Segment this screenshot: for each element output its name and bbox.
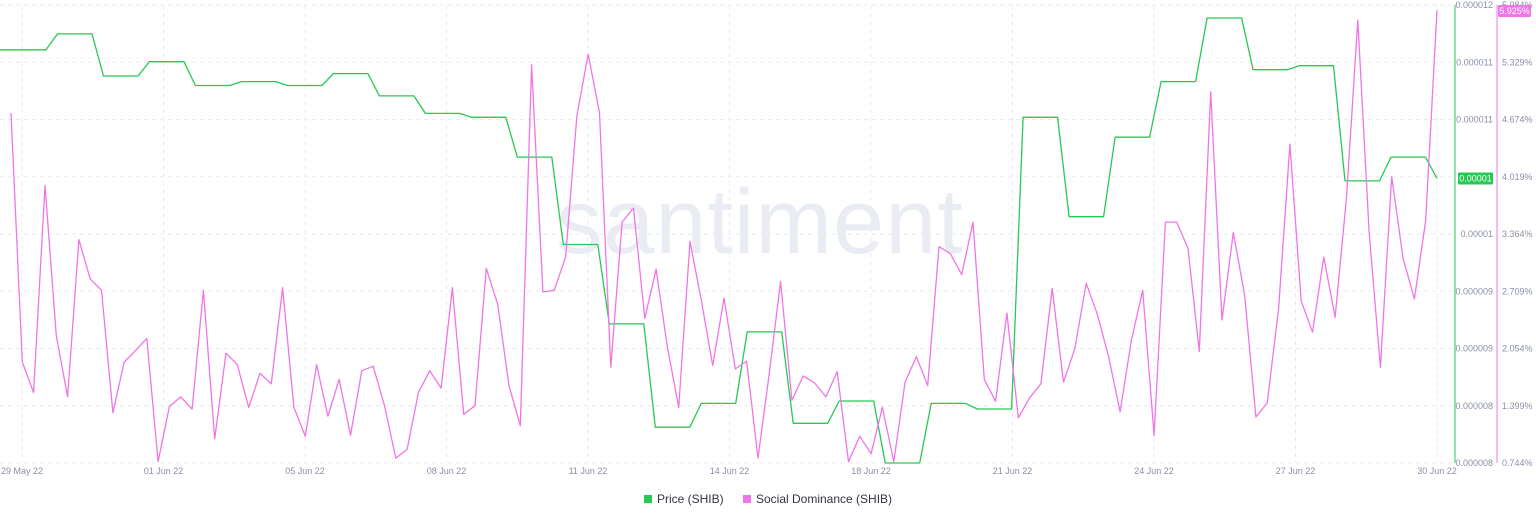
social-axis-tick: 4.674%: [1502, 115, 1533, 125]
social-swatch: [742, 495, 751, 503]
price-series-line: [0, 17, 1438, 464]
x-tick-label: 18 Jun 22: [851, 466, 891, 476]
price-axis-tick: 0.000011: [1456, 115, 1493, 125]
x-tick-label: 29 May 22: [1, 466, 43, 476]
x-tick-label: 11 Jun 22: [569, 466, 608, 476]
current-value-labels: 0.00001 5.925%: [1458, 5, 1531, 185]
x-tick-label: 14 Jun 22: [710, 466, 750, 476]
social-axis-tick: 1.399%: [1502, 401, 1533, 411]
price-axis-tick: 0.000009: [1455, 286, 1493, 296]
price-axis-tick: 0.000008: [1455, 401, 1493, 411]
price-axis-tick: 0.000008: [1455, 458, 1493, 468]
price-axis: 0.000012 0.000011 0.000011 0.00001 0.00001 0.…: [1454, 0, 1493, 468]
social-axis: 5.984%5.329%4.674%4.019%3.364%2.709%2.05…: [1496, 0, 1533, 468]
price-axis-tick: 0.000009: [1455, 344, 1493, 354]
legend: Price (SHIB) Social Dominance (SHIB): [0, 492, 1536, 506]
x-tick-label: 21 Jun 22: [993, 466, 1033, 476]
price-swatch: [643, 495, 652, 503]
legend-label-social: Social Dominance (SHIB): [755, 492, 893, 506]
x-axis-ticks: 29 May 22 01 Jun 22 05 Jun 22 08 Jun 22 11 J…: [1, 466, 1457, 476]
x-tick-label: 01 Jun 22: [144, 466, 184, 476]
x-tick-label: 08 Jun 22: [427, 466, 467, 476]
social-axis-tick: 4.019%: [1502, 172, 1533, 182]
social-axis-tick: 2.709%: [1502, 286, 1533, 296]
price-axis-tick: 0.000012: [1455, 0, 1493, 10]
legend-item-social-dominance[interactable]: Social Dominance (SHIB): [742, 492, 893, 506]
series-lines: [0, 10, 1438, 464]
price-current-label: 0.00001: [1459, 174, 1492, 184]
grid: [0, 4, 1455, 464]
social-axis-tick: 0.744%: [1502, 458, 1533, 468]
x-tick-label: 05 Jun 22: [285, 466, 325, 476]
social-axis-tick: 5.329%: [1502, 57, 1533, 67]
price-axis-tick: 0.00001: [1460, 229, 1493, 239]
watermark: santiment: [556, 171, 964, 273]
price-current-badge: [1458, 172, 1493, 185]
social-axis-tick: 2.054%: [1502, 344, 1533, 354]
x-tick-label: 24 Jun 22: [1134, 466, 1174, 476]
social-current-badge: [1498, 5, 1531, 17]
social-axis-tick: 3.364%: [1502, 229, 1533, 239]
social-current-label: 5.925%: [1499, 6, 1530, 16]
price-axis-tick: 0.000011: [1456, 57, 1493, 67]
legend-item-price[interactable]: Price (SHIB): [643, 492, 724, 506]
x-tick-label: 27 Jun 22: [1276, 466, 1316, 476]
social-dominance-series-line: [10, 10, 1438, 463]
x-tick-label: 30 Jun 22: [1417, 466, 1457, 476]
legend-label-price: Price (SHIB): [656, 492, 724, 506]
